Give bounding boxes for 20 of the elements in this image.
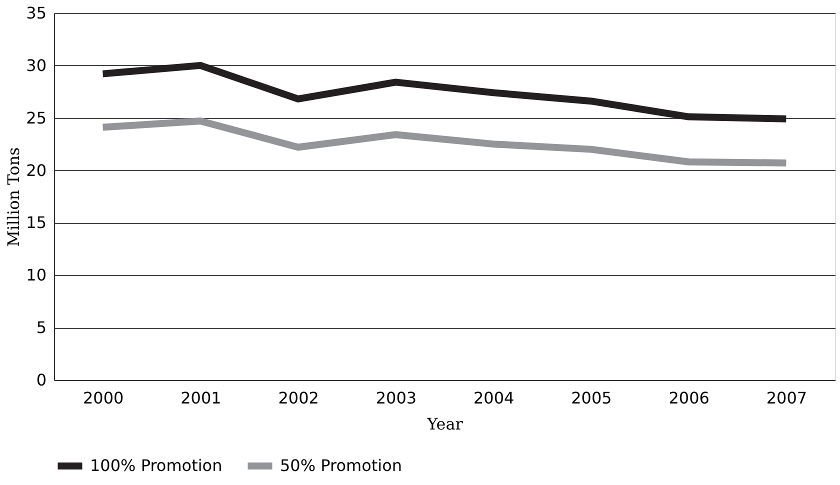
y-tick-label: 35 (26, 4, 46, 22)
y-tick-label: 10 (26, 266, 46, 285)
x-tick-label: 2005 (571, 388, 612, 408)
y-tick-label: 25 (26, 108, 46, 128)
x-axis-title: Year (426, 414, 464, 434)
x-tick-label: 2006 (668, 388, 710, 408)
y-tick-label: 30 (26, 56, 46, 75)
y-tick-label: 20 (26, 160, 46, 180)
y-tick-label: 15 (26, 213, 46, 232)
legend-label: 100% Promotion (90, 456, 222, 475)
x-tick-label: 2000 (82, 388, 124, 408)
y-tick-label: 5 (36, 318, 46, 338)
x-tick-label: 2007 (766, 388, 808, 408)
x-tick-label: 2001 (180, 388, 222, 408)
x-tick-label: 2002 (278, 388, 319, 408)
legend-label: 50% Promotion (280, 456, 402, 475)
y-axis-title: Million Tons (4, 147, 24, 247)
x-tick-label: 2003 (376, 388, 417, 408)
y-tick-label: 0 (36, 370, 46, 390)
x-tick-label: 2004 (473, 388, 514, 408)
